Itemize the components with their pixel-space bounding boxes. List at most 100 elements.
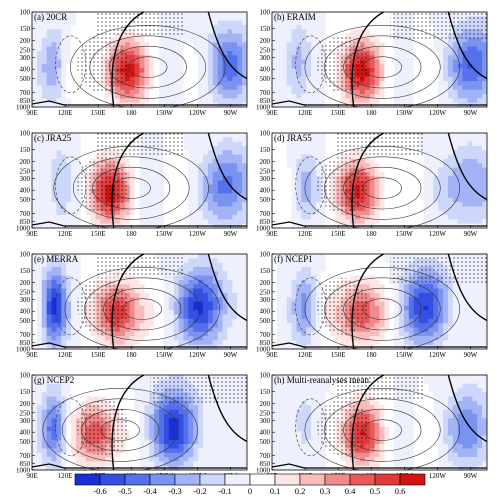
- y-tick-label: 700: [260, 331, 271, 339]
- y-tick-label: 850: [260, 339, 271, 347]
- x-tick-label: 90E: [266, 109, 277, 117]
- x-tick-label: 150E: [91, 109, 106, 117]
- colorbar-box: [224, 473, 251, 486]
- y-tick-label: 250: [20, 46, 31, 54]
- y-tick-label: 500: [260, 196, 271, 204]
- y-tick-label: 850: [20, 218, 31, 226]
- colorbar-box: [324, 473, 351, 486]
- y-tick-label: 300: [260, 296, 271, 304]
- y-tick-label: 700: [260, 210, 271, 218]
- y-tick-label: 700: [20, 331, 31, 339]
- x-tick-label: 150W: [396, 351, 414, 359]
- panel-title: (e) MERRA: [34, 254, 79, 264]
- x-tick-label: 90E: [266, 230, 277, 238]
- y-tick-label: 150: [260, 25, 271, 33]
- panel-title: (g) NCEP2: [34, 375, 74, 385]
- x-tick-label: 180: [366, 230, 377, 238]
- panels: (a) 20CR10015020025030040050070085010009…: [16, 9, 488, 480]
- colorbar: -0.6 -0.5 -0.4 -0.3 -0.2 -0.1 0 0.1 0.2 0.3 0.4 0.5…: [74, 473, 426, 496]
- x-tick-label: 90W: [464, 351, 478, 359]
- y-tick-label: 500: [20, 75, 31, 83]
- colorbar-tick-label: -0.6: [93, 486, 106, 496]
- panel-field: [272, 375, 487, 470]
- y-tick-label: 700: [260, 89, 271, 97]
- y-tick-label: 100: [260, 130, 271, 138]
- y-tick-label: 150: [20, 388, 31, 396]
- y-tick-label: 100: [20, 9, 31, 17]
- colorbar-box: [249, 473, 276, 486]
- panel-field: [272, 254, 487, 349]
- panel-frame: [31, 11, 248, 108]
- panel-frame: [271, 253, 488, 350]
- y-tick-label: 150: [260, 146, 271, 154]
- x-tick-label: 150W: [156, 109, 174, 117]
- y-tick-label: 200: [20, 279, 31, 287]
- colorbar-tick-label: 0.1: [270, 486, 281, 496]
- y-tick-label: 250: [20, 409, 31, 417]
- colorbar-box: [199, 473, 226, 486]
- colorbar-tick-label: -0.1: [218, 486, 231, 496]
- y-tick-label: 100: [20, 130, 31, 138]
- y-tick-label: 300: [20, 296, 31, 304]
- y-tick-label: 200: [20, 158, 31, 166]
- colorbar-box: [74, 473, 101, 486]
- x-tick-label: 120E: [58, 472, 73, 480]
- y-tick-label: 850: [260, 460, 271, 468]
- panel-field: [32, 375, 247, 470]
- x-tick-label: 180: [126, 351, 137, 359]
- y-tick-label: 300: [20, 417, 31, 425]
- colorbar-tick-label: 0.3: [320, 486, 331, 496]
- panel-title: (c) JRA25: [34, 133, 72, 143]
- colorbar-box: [349, 473, 376, 486]
- y-tick-label: 1000: [16, 346, 31, 354]
- y-tick-label: 500: [20, 438, 31, 446]
- x-tick-label: 90E: [26, 230, 37, 238]
- y-tick-label: 700: [20, 89, 31, 97]
- x-tick-label: 150E: [331, 351, 346, 359]
- colorbar-tick-label: 0.5: [370, 486, 381, 496]
- x-tick-label: 120W: [189, 230, 207, 238]
- y-tick-label: 150: [20, 146, 31, 154]
- panel-frame: [31, 132, 248, 229]
- x-tick-label: 90E: [26, 351, 37, 359]
- y-tick-label: 400: [260, 66, 271, 74]
- y-tick-label: 250: [260, 46, 271, 54]
- x-tick-label: 150E: [91, 230, 106, 238]
- panel-title: (a) 20CR: [34, 12, 67, 22]
- y-tick-label: 150: [20, 267, 31, 275]
- y-tick-label: 500: [260, 317, 271, 325]
- x-tick-label: 150W: [396, 230, 414, 238]
- y-tick-label: 1000: [256, 104, 271, 112]
- x-tick-label: 150E: [331, 230, 346, 238]
- y-tick-label: 300: [260, 175, 271, 183]
- x-tick-label: 150W: [156, 351, 174, 359]
- panel-field: [32, 133, 247, 228]
- y-tick-label: 100: [20, 372, 31, 380]
- y-tick-label: 850: [260, 97, 271, 105]
- x-tick-label: 120W: [189, 109, 207, 117]
- y-tick-label: 250: [260, 409, 271, 417]
- x-tick-label: 120W: [429, 230, 447, 238]
- panel-1: (a) 20CR10015020025030040050070085010009…: [16, 9, 248, 117]
- y-tick-label: 400: [20, 187, 31, 195]
- x-tick-label: 90W: [224, 109, 238, 117]
- y-tick-label: 150: [260, 388, 271, 396]
- panel-frame: [271, 374, 488, 471]
- panel-title: (f) NCEP1: [274, 254, 313, 264]
- y-tick-label: 150: [20, 25, 31, 33]
- y-tick-label: 1000: [16, 225, 31, 233]
- x-tick-label: 120E: [298, 351, 313, 359]
- colorbar-tick-label: -0.3: [168, 486, 181, 496]
- y-tick-label: 150: [260, 267, 271, 275]
- y-tick-label: 300: [260, 417, 271, 425]
- x-tick-label: 150W: [156, 230, 174, 238]
- panel-field: [32, 254, 247, 349]
- colorbar-box: [374, 473, 401, 486]
- colorbar-box: [274, 473, 301, 486]
- x-tick-label: 90W: [464, 472, 478, 480]
- colorbar-tick-label: -0.5: [118, 486, 131, 496]
- y-tick-label: 850: [20, 339, 31, 347]
